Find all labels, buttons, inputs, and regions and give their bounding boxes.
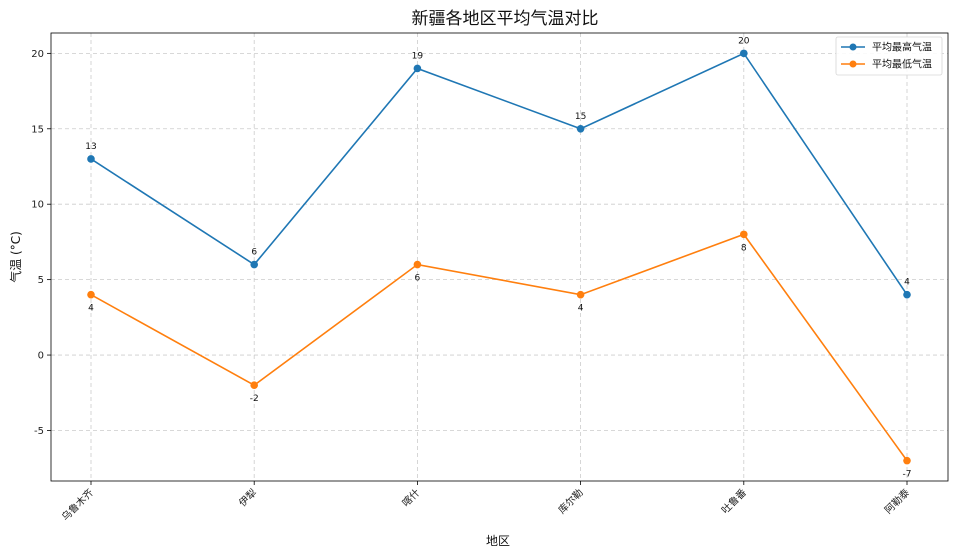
y-axis-ticks: -5 0 5 10 15 20 <box>31 49 51 437</box>
legend-label: 平均最高气温 <box>872 41 932 54</box>
legend-marker <box>849 60 857 68</box>
x-tick-label: 伊犁 <box>236 486 259 509</box>
data-label: -7 <box>903 470 912 480</box>
data-label: 15 <box>575 112 586 122</box>
y-tick-label: 15 <box>31 124 44 135</box>
data-point <box>903 456 911 465</box>
data-point <box>903 290 911 299</box>
data-label: 6 <box>415 274 421 284</box>
legend-label: 平均最低气温 <box>872 58 932 71</box>
data-point <box>250 381 258 390</box>
data-point <box>413 260 422 269</box>
data-point <box>87 155 95 163</box>
x-tick-label: 乌鲁木齐 <box>59 486 96 523</box>
series-group: 13 6 19 15 20 4 4 -2 6 4 8 -7 <box>85 36 911 479</box>
x-axis-ticks: 乌鲁木齐 伊犁 喀什 库尔勒 吐鲁番 阿勒泰 <box>59 481 912 523</box>
data-label: 13 <box>85 142 96 152</box>
series-2: 4 -2 6 4 8 -7 <box>87 230 912 480</box>
data-label: 4 <box>578 304 584 314</box>
data-point <box>250 260 258 269</box>
legend-item-2: 平均最低气温 <box>841 58 932 71</box>
legend-item-1: 平均最高气温 <box>841 41 932 54</box>
data-point <box>740 230 748 239</box>
x-tick-label: 库尔勒 <box>555 486 585 516</box>
x-axis-label: 地区 <box>486 534 510 548</box>
y-tick-label: -5 <box>34 426 44 437</box>
y-tick-label: 10 <box>31 200 44 211</box>
data-label: 8 <box>741 243 747 253</box>
series-1: 13 6 19 15 20 4 <box>85 36 911 299</box>
data-label: 19 <box>412 51 424 61</box>
y-axis-label: 气温 (°C) <box>8 231 23 283</box>
plot-frame <box>50 32 949 482</box>
y-tick-label: 0 <box>38 351 44 362</box>
legend-marker <box>849 43 857 51</box>
data-point <box>87 290 95 299</box>
data-label: 4 <box>904 278 910 288</box>
grid <box>51 33 948 481</box>
data-point <box>576 290 585 299</box>
series-line <box>90 52 908 296</box>
data-label: 4 <box>88 304 94 314</box>
y-tick-label: 5 <box>38 275 44 286</box>
x-tick-label: 阿勒泰 <box>882 486 912 516</box>
data-point <box>740 49 748 58</box>
data-label: -2 <box>250 394 259 404</box>
series-line <box>90 233 908 462</box>
data-point <box>413 64 422 73</box>
x-tick-label: 喀什 <box>399 486 422 509</box>
data-label: 20 <box>738 36 750 46</box>
data-point <box>576 124 585 133</box>
data-label: 6 <box>251 248 257 258</box>
y-tick-label: 20 <box>31 49 44 60</box>
x-tick-label: 吐鲁番 <box>719 486 749 516</box>
chart-title: 新疆各地区平均气温对比 <box>412 9 599 29</box>
